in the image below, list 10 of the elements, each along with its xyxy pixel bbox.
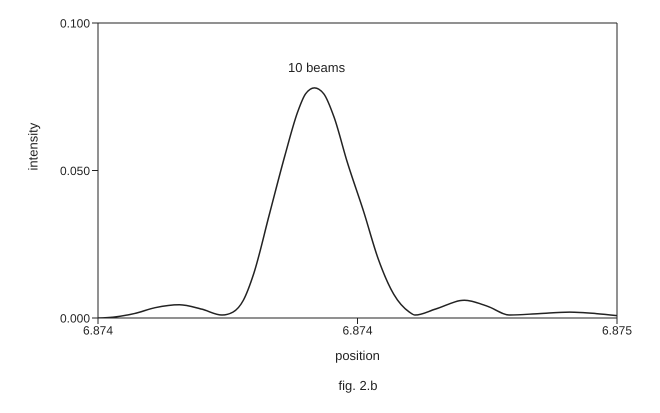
- y-tick-label: 0.100: [60, 16, 90, 30]
- x-tick-label: 6.874: [82, 324, 114, 338]
- y-axis-title: intensity: [26, 122, 41, 170]
- y-tick-label: 0.000: [60, 311, 90, 326]
- x-axis-title: position: [335, 348, 380, 363]
- x-tick-label: 6.875: [602, 324, 632, 338]
- annotation: 10 beams: [288, 60, 346, 75]
- x-tick-label: 6.874: [342, 324, 373, 338]
- y-tick-label: 0.050: [60, 164, 90, 178]
- caption: fig. 2.b: [337, 378, 379, 393]
